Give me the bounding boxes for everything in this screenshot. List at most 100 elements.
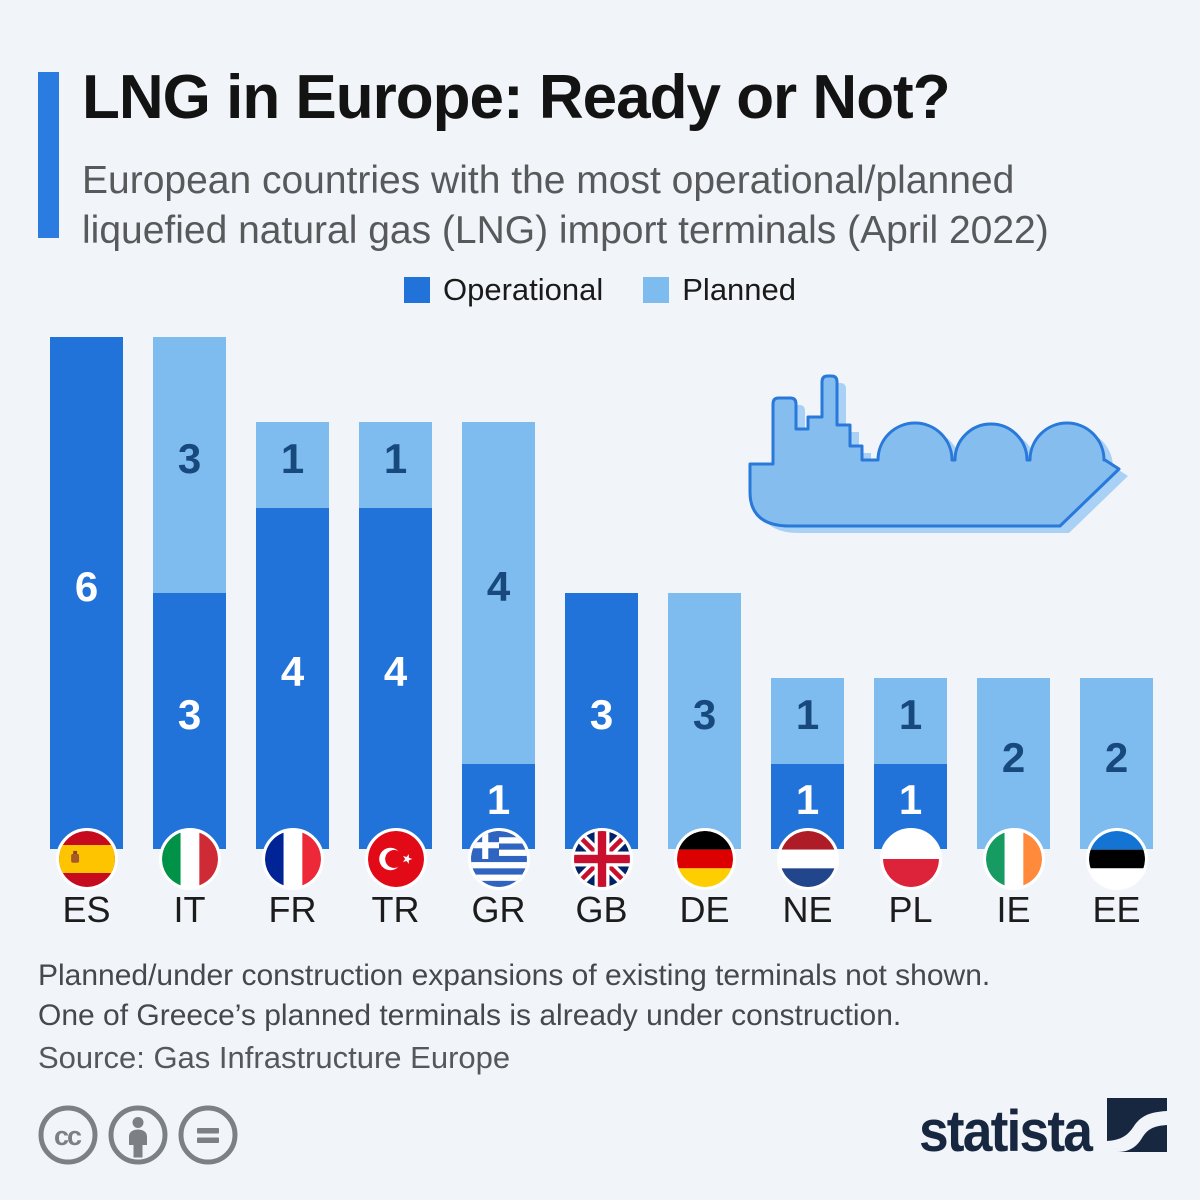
country-label-pl: PL (888, 889, 933, 930)
country-label-tr: TR (371, 889, 420, 930)
country-label-ie: IE (996, 889, 1031, 930)
it-flag-icon (158, 828, 221, 890)
bar-column-ee: 2 EE (1080, 337, 1153, 928)
footnote-line2: One of Greece’s planned terminals is alr… (38, 999, 902, 1032)
operational-segment: 4 (359, 507, 432, 849)
gb-flag-icon (570, 828, 633, 890)
statista-logo-icon (1107, 1098, 1167, 1152)
value-label: 4 (383, 648, 408, 696)
value-label: 2 (1104, 733, 1129, 781)
operational-segment: 3 (153, 593, 226, 849)
value-label: 1 (486, 776, 511, 824)
page-title: LNG in Europe: Ready or Not? (82, 63, 951, 132)
planned-segment: 3 (153, 337, 226, 594)
value-label: 4 (280, 648, 305, 696)
value-label: 1 (898, 776, 923, 824)
planned-swatch-icon (643, 277, 670, 303)
value-label: 3 (589, 691, 614, 738)
bar-column-de: 3 DE (668, 337, 741, 928)
planned-segment: 1 (771, 678, 844, 764)
country-label-es: ES (62, 889, 111, 930)
bar-ee: 2 (1080, 678, 1153, 849)
legend-label-operational: Operational (442, 272, 604, 307)
statista-wordmark: statista (918, 1099, 1093, 1164)
ee-flag-icon (1085, 828, 1148, 890)
tr-flag-icon (364, 828, 427, 890)
bar-column-ie: 2 IE (977, 337, 1050, 928)
ie-flag-icon (982, 828, 1045, 890)
legend-label-planned: Planned (682, 272, 797, 307)
bar-column-tr: 1 4 TR (359, 337, 432, 928)
de-flag-icon (673, 828, 736, 890)
bar-column-fr: 1 4 FR (256, 337, 329, 928)
country-label-de: DE (679, 889, 730, 930)
value-label: 3 (177, 435, 202, 483)
country-label-ne: NE (782, 889, 833, 930)
bar-column-es: 6 ES (50, 337, 123, 928)
value-label: 4 (486, 563, 511, 611)
bar-column-gr: 4 1 GR (462, 337, 535, 928)
planned-segment: 1 (874, 678, 947, 764)
value-label: 1 (795, 691, 820, 738)
value-label: 1 (898, 691, 923, 738)
chart-legend: Operational Planned (0, 272, 1200, 308)
gr-flag-icon (467, 828, 530, 890)
operational-segment: 1 (874, 763, 947, 849)
value-label: 1 (383, 435, 408, 483)
bar-column-gb: 3 GB (565, 337, 638, 928)
stacked-bar-chart: 6 ES 3 3 IT 1 4 FR 1 4 TR 4 1 GR 3 GB 3 DE 1 1 NE 1 1 PL 2 IE 2 EE (50, 337, 1153, 928)
subtitle: European countries with the most operati… (82, 156, 1049, 256)
subtitle-line1: European countries with the most operati… (82, 159, 1015, 202)
bar-de: 3 (668, 593, 741, 849)
footnote-line1: Planned/under construction expansions of… (38, 959, 991, 992)
country-label-fr: FR (268, 889, 317, 930)
attribution-person-icon (108, 1105, 168, 1170)
operational-segment: 3 (565, 593, 638, 849)
planned-segment: 1 (359, 422, 432, 508)
planned-segment: 3 (668, 593, 741, 849)
country-label-gb: GB (575, 889, 628, 930)
lng-tanker-ship-illustration (742, 372, 1132, 552)
svg-text:cc: cc (54, 1121, 82, 1151)
bar-es: 6 (50, 337, 123, 849)
operational-segment: 6 (50, 337, 123, 849)
planned-segment: 4 (462, 422, 535, 764)
value-label: 6 (74, 563, 99, 611)
bar-ie: 2 (977, 678, 1050, 849)
bar-column-ne: 1 1 NE (771, 337, 844, 928)
cc-icon: cc (38, 1105, 98, 1170)
footnote: Planned/under construction expansions of… (38, 956, 990, 1036)
value-label: 3 (692, 691, 717, 738)
value-label: 3 (177, 691, 202, 738)
bar-column-pl: 1 1 PL (874, 337, 947, 928)
planned-segment: 2 (977, 678, 1050, 849)
legend-item-planned: Planned (643, 272, 796, 308)
source-line: Source: Gas Infrastructure Europe (38, 1040, 511, 1075)
statista-branding: statista (904, 1098, 1167, 1161)
legend-item-operational: Operational (403, 272, 604, 308)
value-label: 2 (1001, 733, 1026, 781)
ne-flag-icon (776, 828, 839, 890)
cc-license-icons: cc (38, 1105, 238, 1170)
operational-segment: 4 (256, 507, 329, 849)
bar-column-it: 3 3 IT (153, 337, 226, 928)
es-flag-icon (55, 828, 118, 890)
operational-swatch-icon (403, 277, 430, 303)
title-accent-bar (38, 72, 59, 238)
planned-segment: 2 (1080, 678, 1153, 849)
fr-flag-icon (261, 828, 324, 890)
planned-segment: 1 (256, 422, 329, 508)
pl-flag-icon (879, 828, 942, 890)
value-label: 1 (280, 435, 305, 483)
value-label: 1 (795, 776, 820, 824)
country-label-it: IT (173, 889, 206, 930)
subtitle-line2: liquefied natural gas (LNG) import termi… (82, 209, 1049, 252)
no-derivatives-equals-icon (178, 1105, 238, 1170)
